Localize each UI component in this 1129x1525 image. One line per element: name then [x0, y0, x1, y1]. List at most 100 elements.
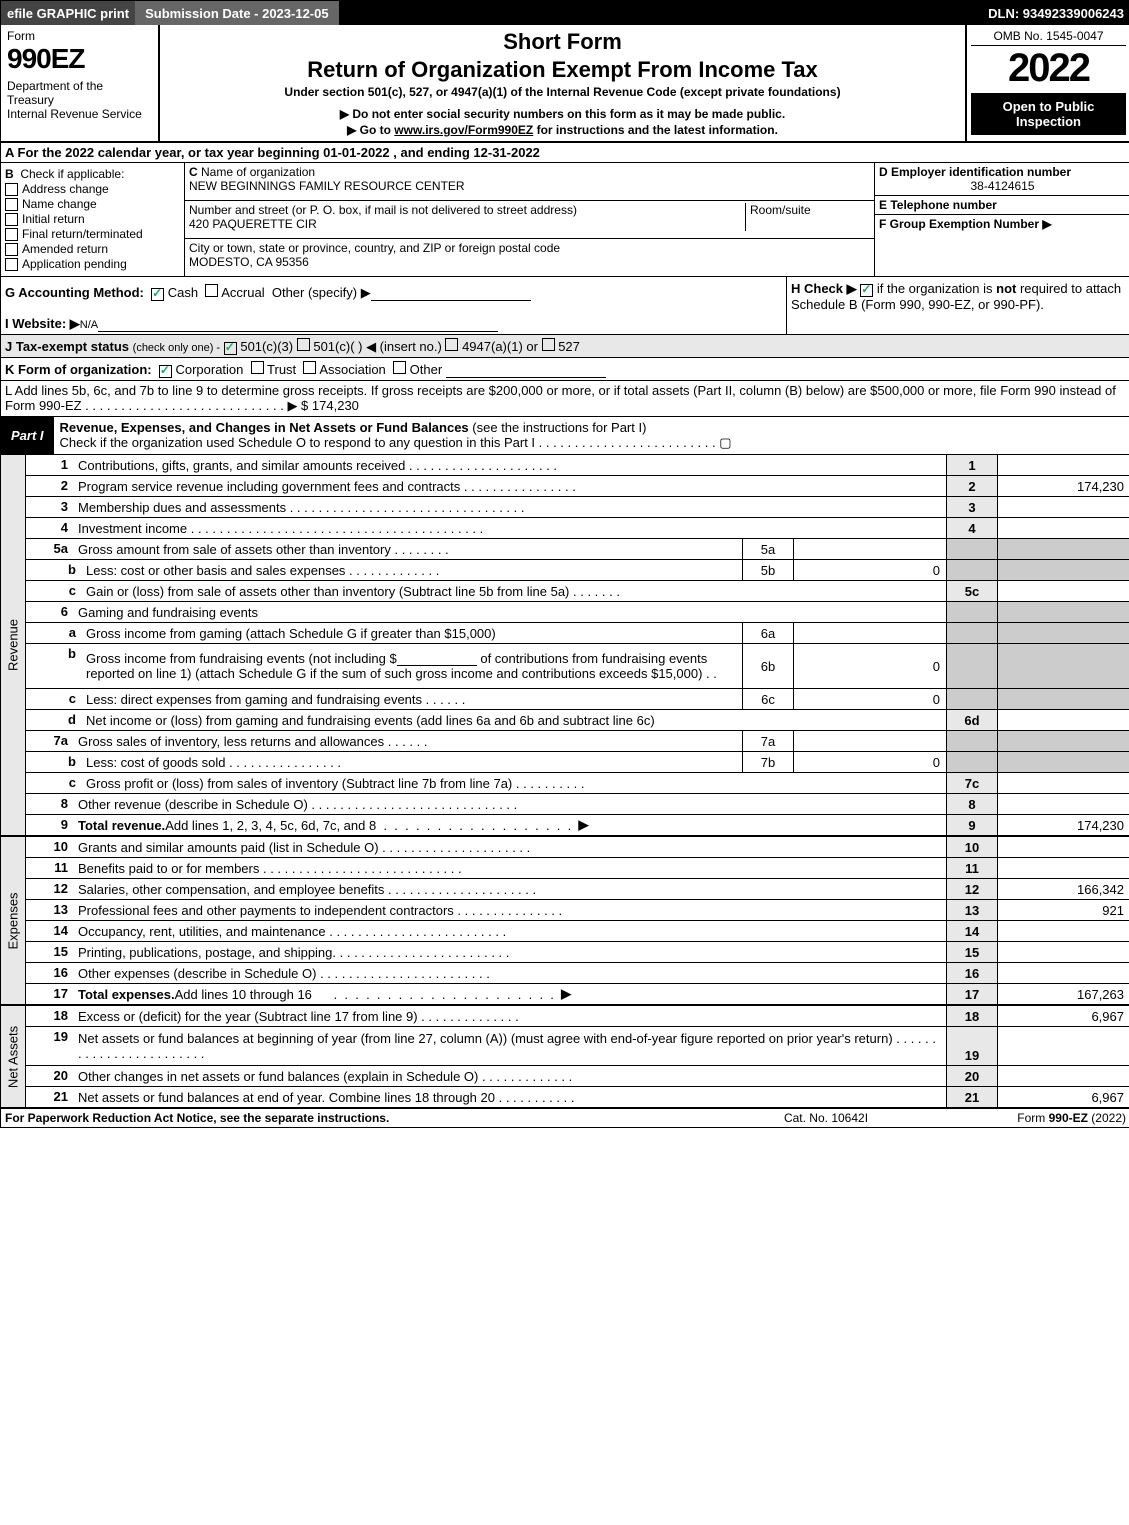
line-no: 19 [26, 1027, 74, 1065]
corp-label: Corporation [175, 362, 243, 377]
check-address-change[interactable]: Address change [5, 182, 180, 196]
desc-pre: Gross income from fundraising events (no… [86, 651, 397, 666]
city-row: City or town, state or province, country… [185, 239, 874, 276]
checkbox-assoc[interactable] [303, 361, 316, 374]
box-no: 20 [946, 1066, 997, 1086]
box-val [997, 1066, 1129, 1086]
part-title: Revenue, Expenses, and Changes in Net As… [60, 420, 469, 435]
line-desc: Gross sales of inventory, less returns a… [74, 731, 742, 751]
f-label: F Group Exemption Number ▶ [879, 217, 1052, 231]
irs-link[interactable]: www.irs.gov/Form990EZ [394, 123, 533, 137]
box-val: 6,967 [997, 1087, 1129, 1107]
checkbox-icon[interactable] [5, 183, 18, 196]
checkbox-icon[interactable] [5, 198, 18, 211]
check-label: Amended return [22, 242, 108, 256]
section-l: L Add lines 5b, 6c, and 7b to line 9 to … [1, 381, 1129, 417]
box-no: 18 [946, 1006, 997, 1026]
checkbox-527[interactable] [542, 338, 555, 351]
contributions-amount-field[interactable] [397, 651, 477, 666]
line-9: 9 Total revenue. Add lines 1, 2, 3, 4, 5… [26, 815, 1129, 835]
line-3: 3 Membership dues and assessments . . . … [26, 497, 1129, 518]
box-val [997, 794, 1129, 814]
line-no: 17 [26, 984, 74, 1004]
check-initial-return[interactable]: Initial return [5, 212, 180, 226]
checkbox-trust[interactable] [251, 361, 264, 374]
other-specify-field[interactable] [371, 286, 531, 301]
form-ref-post: (2022) [1088, 1111, 1126, 1125]
line-no: 2 [26, 476, 74, 496]
checkbox-cash-checked[interactable] [151, 288, 164, 301]
box-shade [997, 539, 1129, 559]
line-desc: Excess or (deficit) for the year (Subtra… [74, 1006, 946, 1026]
header-left: Form 990EZ Department of the TreasuryInt… [1, 25, 160, 141]
line-8: 8 Other revenue (describe in Schedule O)… [26, 794, 1129, 815]
section-a-text: A For the 2022 calendar year, or tax yea… [5, 145, 540, 160]
sub-box: 5b [742, 560, 793, 580]
expenses-lines: 10 Grants and similar amounts paid (list… [26, 837, 1129, 1004]
box-no: 11 [946, 858, 997, 878]
website-field[interactable] [98, 317, 498, 332]
checkbox-4947[interactable] [445, 338, 458, 351]
department-label: Department of the TreasuryInternal Reven… [7, 79, 152, 121]
sub-box: 6a [742, 623, 793, 643]
check-name-change[interactable]: Name change [5, 197, 180, 211]
box-val [997, 942, 1129, 962]
line-desc: Benefits paid to or for members . . . . … [74, 858, 946, 878]
sub-box: 6b [742, 644, 793, 688]
box-val: 174,230 [997, 476, 1129, 496]
checkbox-icon[interactable] [5, 228, 18, 241]
box-shade [946, 731, 997, 751]
line-21: 21 Net assets or fund balances at end of… [26, 1087, 1129, 1107]
checkbox-h-checked[interactable] [860, 284, 873, 297]
part-check-instruction: Check if the organization used Schedule … [60, 435, 732, 450]
line-17: 17 Total expenses. Add lines 10 through … [26, 984, 1129, 1004]
check-if-label: Check if applicable: [20, 167, 124, 181]
line-desc: Other changes in net assets or fund bala… [74, 1066, 946, 1086]
checkbox-501c3[interactable] [224, 342, 237, 355]
i-label: I Website: ▶ [5, 316, 80, 331]
checkbox-icon[interactable] [5, 213, 18, 226]
line-5b: b Less: cost or other basis and sales ex… [26, 560, 1129, 581]
efile-print-label[interactable]: efile GRAPHIC print [1, 1, 135, 25]
check-application-pending[interactable]: Application pending [5, 257, 180, 271]
line-desc: Program service revenue including govern… [74, 476, 946, 496]
line-7c: c Gross profit or (loss) from sales of i… [26, 773, 1129, 794]
net-assets-section: Net Assets 18 Excess or (deficit) for th… [1, 1006, 1129, 1109]
check-final-return[interactable]: Final return/terminated [5, 227, 180, 241]
checkbox-other-org[interactable] [393, 361, 406, 374]
box-val [997, 837, 1129, 857]
revenue-vlabel: Revenue [1, 455, 26, 835]
checkbox-accrual[interactable] [205, 284, 218, 297]
line-12: 12 Salaries, other compensation, and emp… [26, 879, 1129, 900]
c-letter: C [189, 165, 198, 179]
line-no: b [26, 644, 82, 688]
section-e: E Telephone number [875, 196, 1129, 215]
line-5a: 5a Gross amount from sale of assets othe… [26, 539, 1129, 560]
box-val [997, 1027, 1129, 1065]
e-label: E Telephone number [879, 198, 997, 212]
line-desc: Other revenue (describe in Schedule O) .… [74, 794, 946, 814]
check-amended-return[interactable]: Amended return [5, 242, 180, 256]
line-no: c [26, 581, 82, 601]
box-no: 8 [946, 794, 997, 814]
checkbox-icon[interactable] [5, 258, 18, 271]
sub-box: 5a [742, 539, 793, 559]
box-shade [946, 752, 997, 772]
checkbox-corp[interactable] [159, 365, 172, 378]
d-label: D Employer identification number [879, 165, 1071, 179]
line-desc: Less: direct expenses from gaming and fu… [82, 689, 742, 709]
line-no: 11 [26, 858, 74, 878]
line-no: 1 [26, 455, 74, 475]
other-label: Other (specify) ▶ [272, 285, 371, 300]
under-section: Under section 501(c), 527, or 4947(a)(1)… [164, 85, 961, 99]
checkbox-501c[interactable] [297, 338, 310, 351]
ein-value: 38-4124615 [879, 179, 1126, 193]
form-990ez-page: efile GRAPHIC print Submission Date - 20… [0, 0, 1129, 1128]
checkbox-icon[interactable] [5, 243, 18, 256]
revenue-text: Revenue [6, 619, 21, 671]
line-desc: Professional fees and other payments to … [74, 900, 946, 920]
line-20: 20 Other changes in net assets or fund b… [26, 1066, 1129, 1087]
box-shade [946, 560, 997, 580]
other-org-field[interactable] [446, 363, 606, 378]
sub-val [793, 731, 946, 751]
